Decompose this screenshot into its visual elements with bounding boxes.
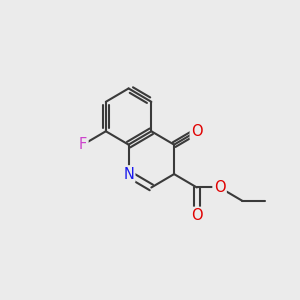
Text: O: O	[191, 208, 203, 223]
Text: O: O	[214, 180, 225, 195]
Text: N: N	[123, 167, 134, 182]
Text: F: F	[79, 137, 87, 152]
Text: O: O	[191, 124, 203, 139]
